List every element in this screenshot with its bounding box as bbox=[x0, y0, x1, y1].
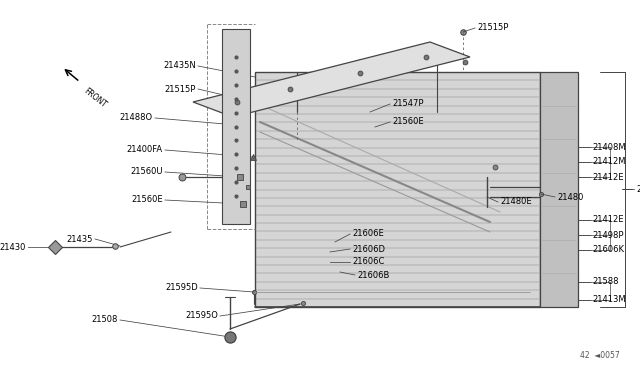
Text: 21400: 21400 bbox=[636, 185, 640, 193]
Text: 21606K: 21606K bbox=[592, 246, 624, 254]
Text: 21606D: 21606D bbox=[352, 244, 385, 253]
Text: 21498P: 21498P bbox=[592, 231, 623, 240]
Text: 21430: 21430 bbox=[0, 243, 26, 251]
Text: 21435N: 21435N bbox=[163, 61, 196, 71]
Text: 21560E: 21560E bbox=[131, 196, 163, 205]
Polygon shape bbox=[193, 42, 470, 117]
Bar bbox=[540, 72, 578, 307]
Text: 21606B: 21606B bbox=[357, 270, 389, 279]
Text: 21435: 21435 bbox=[67, 234, 93, 244]
Bar bbox=[255, 72, 540, 307]
Text: 21515P: 21515P bbox=[477, 23, 508, 32]
Bar bbox=[222, 29, 250, 224]
Text: 21560U: 21560U bbox=[131, 167, 163, 176]
Text: 21606E: 21606E bbox=[352, 230, 384, 238]
Text: 21595D: 21595D bbox=[165, 283, 198, 292]
Text: 21480: 21480 bbox=[557, 192, 584, 202]
Text: 21408M: 21408M bbox=[592, 142, 626, 151]
Text: 21547P: 21547P bbox=[392, 99, 424, 109]
Text: 42  ◄0057: 42 ◄0057 bbox=[580, 351, 620, 360]
Text: 21515P: 21515P bbox=[164, 84, 196, 93]
Text: 21488O: 21488O bbox=[120, 113, 153, 122]
Text: 21412E: 21412E bbox=[592, 173, 623, 182]
Text: 21412E: 21412E bbox=[592, 215, 623, 224]
Text: 21508: 21508 bbox=[92, 315, 118, 324]
Text: 21606C: 21606C bbox=[352, 257, 385, 266]
Text: 21560E: 21560E bbox=[392, 118, 424, 126]
Text: 21588: 21588 bbox=[592, 278, 618, 286]
Text: 21413M: 21413M bbox=[592, 295, 626, 305]
Text: 21400FA: 21400FA bbox=[127, 145, 163, 154]
Text: 21595O: 21595O bbox=[185, 311, 218, 321]
Text: FRONT: FRONT bbox=[82, 86, 108, 109]
Text: 21480E: 21480E bbox=[500, 198, 532, 206]
Text: 21412M: 21412M bbox=[592, 157, 625, 167]
